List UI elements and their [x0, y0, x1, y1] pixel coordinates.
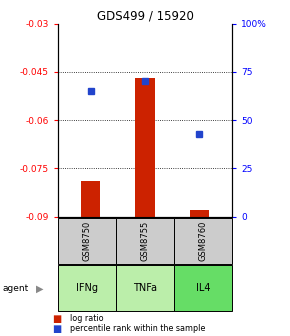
Text: TNFa: TNFa [133, 283, 157, 293]
FancyBboxPatch shape [174, 218, 232, 264]
Text: ▶: ▶ [36, 283, 44, 293]
Text: ■: ■ [52, 324, 61, 334]
Text: GSM8750: GSM8750 [82, 221, 92, 261]
Title: GDS499 / 15920: GDS499 / 15920 [97, 9, 193, 23]
FancyBboxPatch shape [174, 265, 232, 311]
Text: GSM8755: GSM8755 [140, 221, 150, 261]
Text: GSM8760: GSM8760 [198, 221, 208, 261]
Text: log ratio: log ratio [70, 314, 103, 323]
Bar [81, 181, 100, 217]
Text: IL4: IL4 [196, 283, 210, 293]
FancyBboxPatch shape [58, 218, 116, 264]
Bar [135, 78, 155, 217]
Bar [190, 210, 209, 217]
Text: agent: agent [3, 284, 29, 293]
FancyBboxPatch shape [58, 265, 116, 311]
FancyBboxPatch shape [116, 218, 174, 264]
Text: IFNg: IFNg [76, 283, 98, 293]
Text: percentile rank within the sample: percentile rank within the sample [70, 324, 205, 333]
FancyBboxPatch shape [116, 265, 174, 311]
Text: ■: ■ [52, 313, 61, 324]
